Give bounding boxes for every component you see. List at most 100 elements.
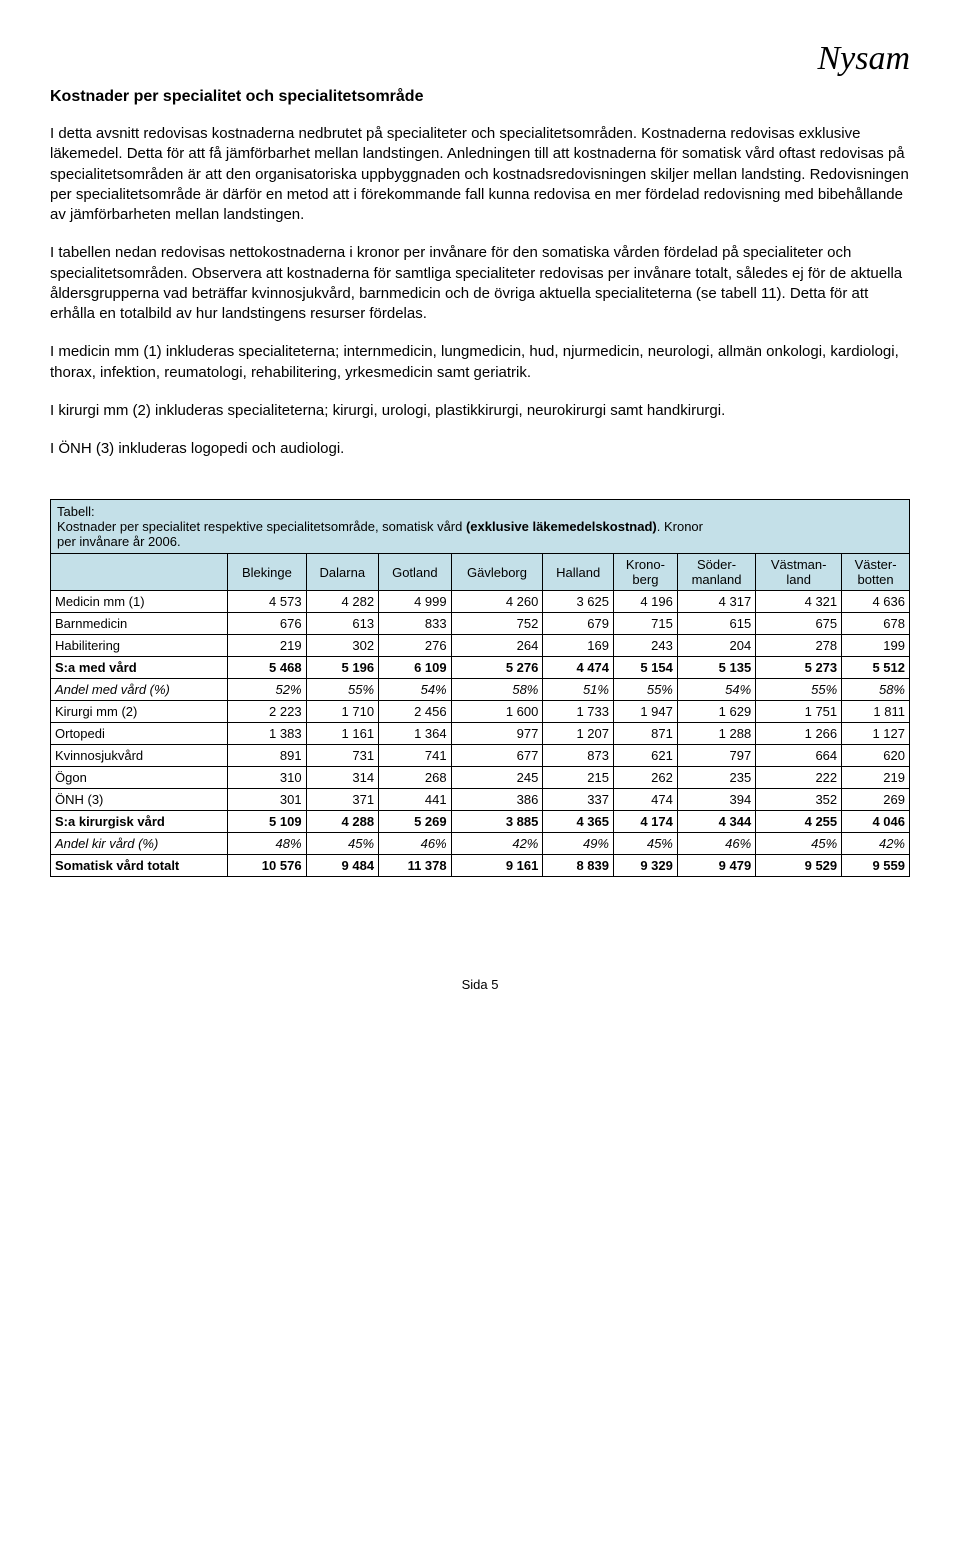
column-header: Halland (543, 554, 614, 591)
cell-value: 4 288 (306, 811, 379, 833)
column-header: Västman-land (756, 554, 842, 591)
cell-value: 3 625 (543, 591, 614, 613)
cell-value: 4 046 (842, 811, 910, 833)
column-header: Gotland (379, 554, 452, 591)
cell-value: 676 (228, 613, 306, 635)
cell-value: 46% (677, 833, 755, 855)
cell-value: 301 (228, 789, 306, 811)
cell-value: 1 733 (543, 701, 614, 723)
cell-value: 9 529 (756, 855, 842, 877)
paragraph-2: I tabellen nedan redovisas nettokostnade… (50, 243, 910, 324)
cell-value: 49% (543, 833, 614, 855)
paragraph-1: I detta avsnitt redovisas kostnaderna ne… (50, 124, 910, 225)
row-label: S:a med vård (51, 657, 228, 679)
cell-value: 5 196 (306, 657, 379, 679)
cell-value: 5 273 (756, 657, 842, 679)
row-label: S:a kirurgisk vård (51, 811, 228, 833)
cell-value: 278 (756, 635, 842, 657)
cell-value: 9 161 (451, 855, 543, 877)
cell-value: 678 (842, 613, 910, 635)
cell-value: 675 (756, 613, 842, 635)
row-label: Andel med vård (%) (51, 679, 228, 701)
cell-value: 55% (306, 679, 379, 701)
cell-value: 621 (613, 745, 677, 767)
cell-value: 204 (677, 635, 755, 657)
cell-value: 1 161 (306, 723, 379, 745)
cell-value: 4 636 (842, 591, 910, 613)
cell-value: 5 468 (228, 657, 306, 679)
cell-value: 1 266 (756, 723, 842, 745)
caption-text-b: (exklusive läkemedelskostnad) (466, 519, 657, 534)
cell-value: 219 (228, 635, 306, 657)
cell-value: 5 512 (842, 657, 910, 679)
cell-value: 4 344 (677, 811, 755, 833)
cell-value: 1 629 (677, 701, 755, 723)
cell-value: 262 (613, 767, 677, 789)
cell-value: 871 (613, 723, 677, 745)
cell-value: 386 (451, 789, 543, 811)
paragraph-3: I medicin mm (1) inkluderas specialitete… (50, 342, 910, 383)
page-heading: Kostnader per specialitet och specialite… (50, 88, 910, 106)
cell-value: 2 223 (228, 701, 306, 723)
cell-value: 1 383 (228, 723, 306, 745)
cell-value: 474 (613, 789, 677, 811)
cell-value: 45% (756, 833, 842, 855)
cell-value: 4 260 (451, 591, 543, 613)
table-row: Barnmedicin676613833752679715615675678 (51, 613, 910, 635)
table-row: Habilitering219302276264169243204278199 (51, 635, 910, 657)
cell-value: 276 (379, 635, 452, 657)
caption-text-c: . Kronor (657, 519, 703, 534)
table-row: Andel med vård (%)52%55%54%58%51%55%54%5… (51, 679, 910, 701)
cell-value: 677 (451, 745, 543, 767)
table-row: Medicin mm (1)4 5734 2824 9994 2603 6254… (51, 591, 910, 613)
cell-value: 9 479 (677, 855, 755, 877)
cell-value: 58% (842, 679, 910, 701)
row-label: Andel kir vård (%) (51, 833, 228, 855)
table-caption: Tabell: Kostnader per specialitet respek… (51, 500, 910, 554)
cell-value: 4 196 (613, 591, 677, 613)
row-label: Ögon (51, 767, 228, 789)
cell-value: 3 885 (451, 811, 543, 833)
cell-value: 54% (379, 679, 452, 701)
cell-value: 269 (842, 789, 910, 811)
cell-value: 215 (543, 767, 614, 789)
cell-value: 199 (842, 635, 910, 657)
cell-value: 268 (379, 767, 452, 789)
cell-value: 1 811 (842, 701, 910, 723)
cell-value: 52% (228, 679, 306, 701)
cell-value: 45% (613, 833, 677, 855)
column-header: Krono-berg (613, 554, 677, 591)
cell-value: 1 288 (677, 723, 755, 745)
cell-value: 715 (613, 613, 677, 635)
cell-value: 10 576 (228, 855, 306, 877)
cell-value: 55% (756, 679, 842, 701)
cell-value: 4 317 (677, 591, 755, 613)
cell-value: 1 710 (306, 701, 379, 723)
header-blank (51, 554, 228, 591)
cell-value: 1 947 (613, 701, 677, 723)
caption-text-a: Kostnader per specialitet respektive spe… (57, 519, 466, 534)
cell-value: 977 (451, 723, 543, 745)
caption-label: Tabell: (57, 504, 95, 519)
cell-value: 891 (228, 745, 306, 767)
cost-table-wrap: Tabell: Kostnader per specialitet respek… (50, 499, 910, 877)
cell-value: 9 484 (306, 855, 379, 877)
cell-value: 1 127 (842, 723, 910, 745)
row-label: Kvinnosjukvård (51, 745, 228, 767)
cell-value: 48% (228, 833, 306, 855)
cell-value: 51% (543, 679, 614, 701)
cost-table: Tabell: Kostnader per specialitet respek… (50, 499, 910, 877)
cell-value: 4 474 (543, 657, 614, 679)
table-row: Ortopedi1 3831 1611 3649771 2078711 2881… (51, 723, 910, 745)
cell-value: 664 (756, 745, 842, 767)
row-label: Barnmedicin (51, 613, 228, 635)
cell-value: 5 269 (379, 811, 452, 833)
row-label: Habilitering (51, 635, 228, 657)
table-row: Somatisk vård totalt10 5769 48411 3789 1… (51, 855, 910, 877)
cell-value: 752 (451, 613, 543, 635)
row-label: ÖNH (3) (51, 789, 228, 811)
cell-value: 337 (543, 789, 614, 811)
logo-text: Nysam (50, 40, 910, 78)
cell-value: 9 559 (842, 855, 910, 877)
cell-value: 441 (379, 789, 452, 811)
